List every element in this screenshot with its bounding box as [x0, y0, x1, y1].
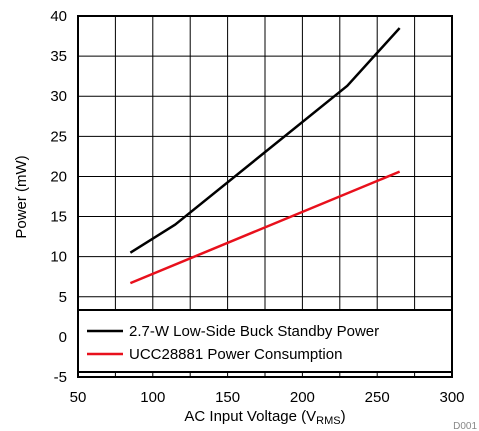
- series-line-0: [129, 27, 401, 254]
- x-tick-labels: 50 100 150 200 250 300: [70, 389, 465, 406]
- legend-label-red: UCC28881 Power Consumption: [129, 346, 342, 363]
- y-tick-label: 15: [50, 209, 67, 226]
- series-lines: [129, 27, 401, 285]
- y-tick-label: 40: [50, 8, 67, 25]
- x-tick-label: 150: [215, 389, 240, 406]
- y-tick-label: 0: [59, 329, 67, 346]
- series-line-1: [129, 170, 401, 285]
- legend-box: [77, 309, 453, 373]
- x-axis-label-subscript: RMS: [316, 415, 340, 427]
- plot-frame: [77, 15, 453, 378]
- legend: 2.7-W Low-Side Buck Standby Power UCC288…: [77, 309, 453, 373]
- y-tick-label: 30: [50, 88, 67, 105]
- x-axis-label-close: ): [341, 408, 346, 425]
- x-tick-label: 250: [365, 389, 390, 406]
- legend-label-black: 2.7-W Low-Side Buck Standby Power: [129, 323, 379, 340]
- y-axis-label: Power (mW): [13, 155, 30, 238]
- y-tick-label: 25: [50, 128, 67, 145]
- x-tick-label: 200: [290, 389, 315, 406]
- y-tick-labels: -5 0 5 10 15 20 25 30 35 40: [50, 8, 67, 386]
- y-tick-label: -5: [54, 369, 67, 386]
- y-tick-label: 5: [59, 289, 67, 306]
- y-tick-label: 10: [50, 249, 67, 266]
- x-tick-label: 100: [140, 389, 165, 406]
- x-axis-label: AC Input Voltage (VRMS): [184, 408, 345, 427]
- figure-code: D001: [453, 421, 477, 431]
- x-tick-label: 50: [70, 389, 87, 406]
- x-tick-label: 300: [439, 389, 464, 406]
- y-tick-label: 35: [50, 48, 67, 65]
- y-tick-label: 20: [50, 168, 67, 185]
